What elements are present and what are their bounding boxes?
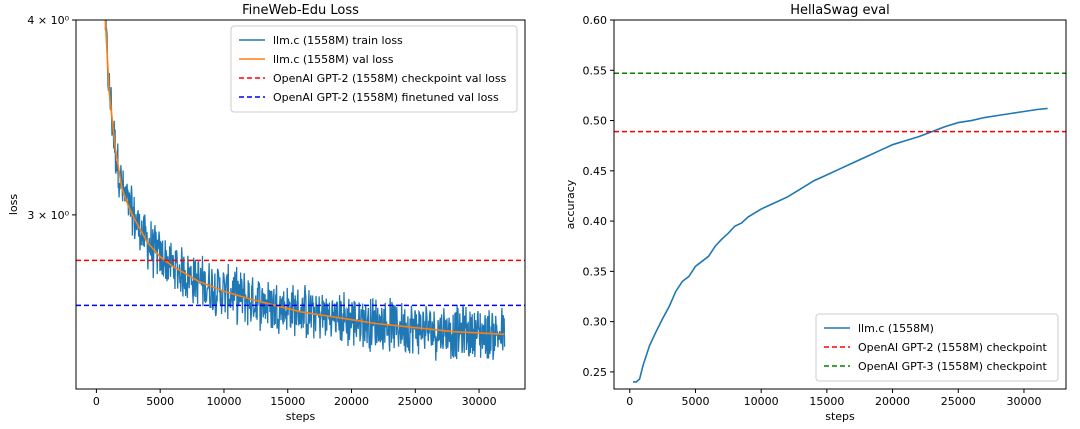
x-tick-label: 30000 bbox=[1006, 395, 1041, 408]
y-axis-label: loss bbox=[7, 194, 20, 216]
legend-box bbox=[230, 25, 518, 113]
x-tick-label: 15000 bbox=[270, 395, 305, 408]
legend-label: OpenAI GPT-3 (1558M) checkpoint bbox=[858, 360, 1047, 373]
x-tick-label: 5000 bbox=[681, 395, 709, 408]
x-tick-label: 10000 bbox=[206, 395, 241, 408]
x-tick-label: 25000 bbox=[941, 395, 976, 408]
y-axis-label: accuracy bbox=[564, 179, 577, 229]
legend-label: llm.c (1558M) train loss bbox=[273, 34, 403, 47]
x-tick-label: 30000 bbox=[462, 395, 497, 408]
x-tick-label: 0 bbox=[626, 395, 633, 408]
x-axis-label: steps bbox=[825, 410, 855, 423]
plot-area bbox=[76, 20, 525, 361]
x-axis-label: steps bbox=[286, 410, 316, 423]
y-tick-label: 0.50 bbox=[583, 115, 608, 128]
y-tick-label: 0.30 bbox=[583, 316, 608, 329]
x-tick-label: 0 bbox=[93, 395, 100, 408]
y-tick-label: 0.40 bbox=[583, 215, 608, 228]
legend-label: OpenAI GPT-2 (1558M) checkpoint bbox=[858, 341, 1047, 354]
chart-title: FineWeb-Edu Loss bbox=[242, 3, 359, 18]
x-tick-label: 10000 bbox=[744, 395, 779, 408]
x-tick-label: 15000 bbox=[809, 395, 844, 408]
legend-label: llm.c (1558M) bbox=[858, 322, 934, 335]
x-tick-label: 25000 bbox=[398, 395, 433, 408]
y-tick-label: 3 × 10⁰ bbox=[27, 209, 69, 222]
y-tick-label: 4 × 10⁰ bbox=[27, 14, 69, 27]
legend-label: OpenAI GPT-2 (1558M) finetuned val loss bbox=[273, 91, 499, 104]
series-line-train-loss bbox=[104, 20, 506, 361]
series-line bbox=[633, 107, 1048, 383]
x-tick-label: 20000 bbox=[875, 395, 910, 408]
series-line bbox=[104, 20, 505, 336]
y-tick-label: 0.25 bbox=[583, 366, 608, 379]
axes-frame bbox=[613, 19, 1067, 390]
x-tick-label: 5000 bbox=[146, 395, 174, 408]
chart-panel-1: FineWeb-Edu Loss 0 5000 10000 15000 20000 2500… bbox=[7, 3, 526, 423]
chart-title: HellaSwag eval bbox=[790, 3, 889, 18]
chart-panel-2: HellaSwag eval 0 5000 10000 15000 20000 25000 3… bbox=[564, 3, 1067, 423]
y-tick-label: 0.45 bbox=[583, 165, 608, 178]
y-tick-label: 0.60 bbox=[583, 14, 608, 27]
y-tick-label: 0.35 bbox=[583, 265, 608, 278]
legend-box bbox=[815, 313, 1059, 382]
legend: llm.c (1558M) OpenAI GPT-2 (1558M) checkp… bbox=[815, 313, 1059, 382]
legend-label: llm.c (1558M) val loss bbox=[273, 53, 394, 66]
y-tick-label: 0.55 bbox=[583, 64, 608, 77]
x-tick-label: 20000 bbox=[334, 395, 369, 408]
legend-label: OpenAI GPT-2 (1558M) checkpoint val loss bbox=[273, 72, 507, 85]
plot-area bbox=[614, 72, 1066, 383]
legend: llm.c (1558M) train loss llm.c (1558M) va… bbox=[230, 25, 518, 113]
axes-frame bbox=[75, 19, 526, 390]
